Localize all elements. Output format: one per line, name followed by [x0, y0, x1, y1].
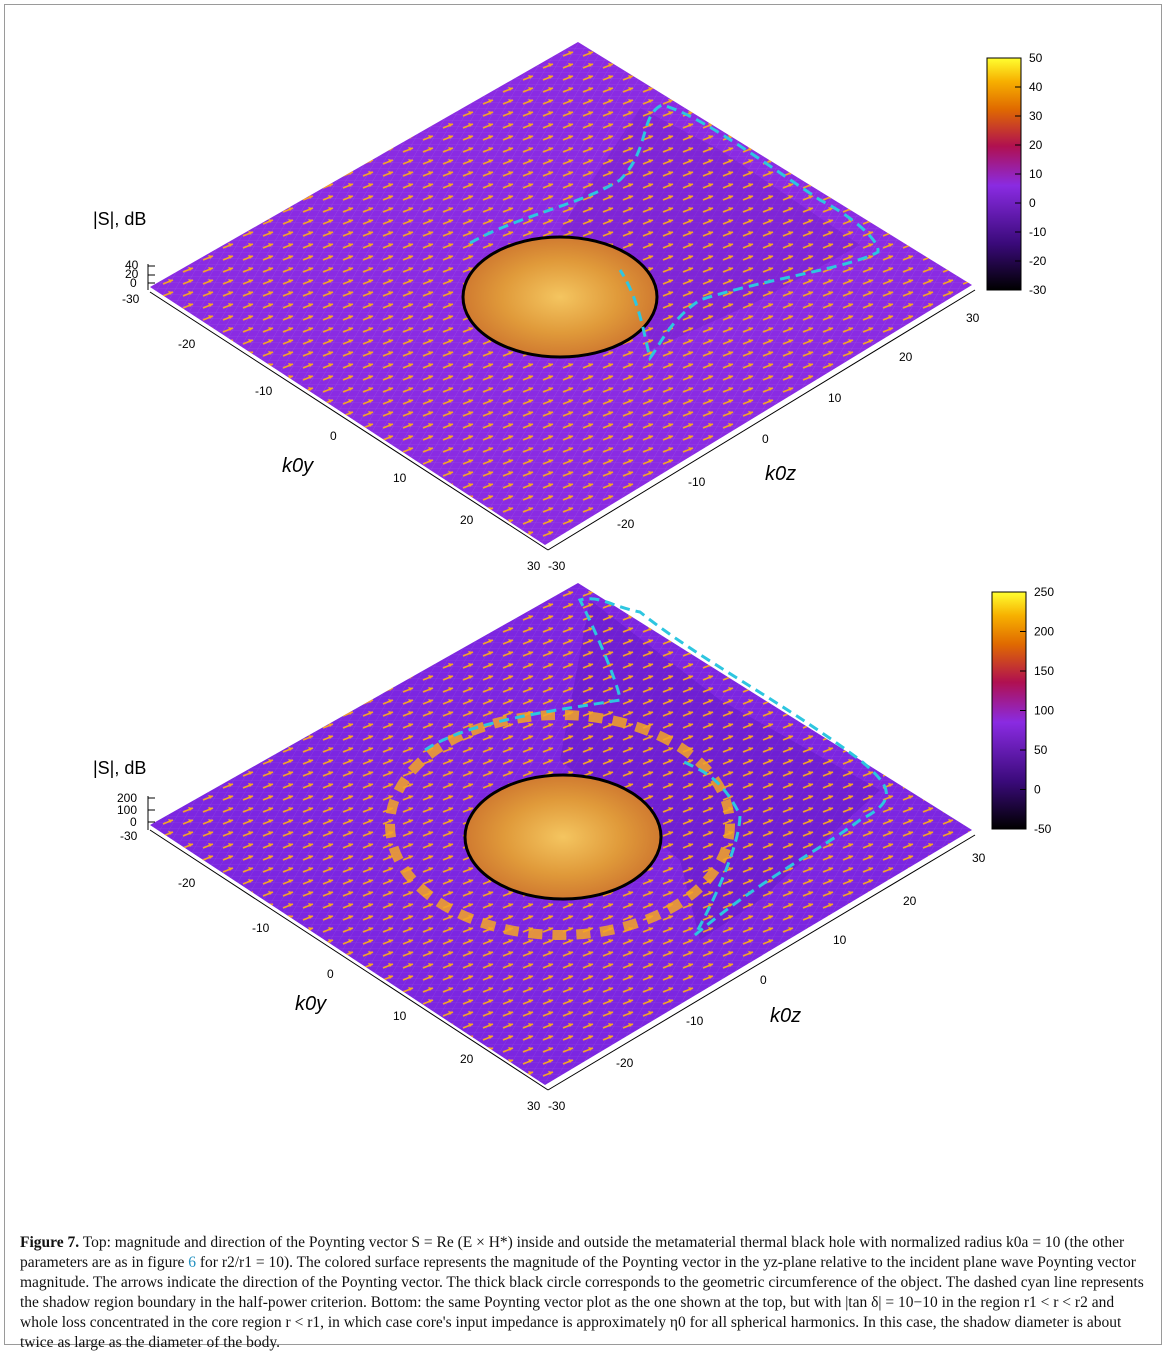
- caption-text-1: Top: magnitude and direction of the Poyn…: [20, 1234, 1125, 1271]
- top-ytick-0: 0: [330, 429, 337, 443]
- top-ytick-20: 20: [460, 513, 474, 527]
- bottom-vortex-ring: [385, 710, 735, 940]
- caption-figure-ref[interactable]: 6: [188, 1254, 197, 1271]
- bottom-ztick-axis-0: 0: [760, 973, 767, 987]
- caption-label: Figure 7.: [20, 1234, 80, 1251]
- bottom-ztick-m30: -30: [120, 829, 138, 843]
- top-colorbar-ticks: 50 40 30 20 10 0 -10 -20 -30: [1015, 51, 1047, 297]
- top-ztick-axis-20: 20: [899, 350, 913, 364]
- bottom-colorbar-tick-label: 250: [1034, 585, 1054, 599]
- top-panel: |S|, dB 40 20 0 -30 -20 -10 0 10 20 30 k…: [93, 42, 1047, 573]
- bottom-zlabel: |S|, dB: [93, 758, 146, 778]
- bottom-ztick-axis-m20: -20: [616, 1056, 634, 1070]
- top-ztick-0: 0: [130, 276, 137, 290]
- top-colorbar-tick-label: -20: [1029, 254, 1047, 268]
- bottom-body-surface: [465, 775, 661, 899]
- figure-caption: Figure 7. Top: magnitude and direction o…: [20, 1233, 1148, 1353]
- bottom-colorbar-tick-label: -50: [1034, 822, 1052, 836]
- bottom-colorbar-tick-label: 0: [1034, 783, 1041, 797]
- bottom-colorbar-tick-label: 200: [1034, 625, 1054, 639]
- bottom-colorbar-tick-label: 100: [1034, 704, 1054, 718]
- top-ztick-axis-m20: -20: [617, 517, 635, 531]
- bottom-ztick-100: 100: [117, 803, 137, 817]
- top-zlabel: |S|, dB: [93, 209, 146, 229]
- top-ztick-axis-10: 10: [828, 391, 842, 405]
- top-colorbar-tick-label: -10: [1029, 225, 1047, 239]
- bottom-body-circle: [463, 773, 663, 901]
- top-ytick-m10: -10: [255, 384, 273, 398]
- top-ztick-axis-30: 30: [966, 311, 980, 325]
- bottom-ztick-axis-20: 20: [903, 894, 917, 908]
- bottom-ztick-0: 0: [130, 815, 137, 829]
- top-ytick-m20: -20: [178, 337, 196, 351]
- bottom-ytick-m20: -20: [178, 876, 196, 890]
- bottom-ytick-20: 20: [460, 1052, 474, 1066]
- bottom-ztick-axis-30: 30: [972, 851, 986, 865]
- top-colorbar-tick-label: 30: [1029, 109, 1043, 123]
- top-ztick-20: 20: [125, 267, 139, 281]
- top-ztick-axis-m30: -30: [548, 559, 566, 573]
- top-colorbar-tick-label: -30: [1029, 283, 1047, 297]
- top-ytick-10: 10: [393, 471, 407, 485]
- bottom-shadow-boundary: [424, 597, 888, 937]
- top-zaxis-label: k0z: [765, 463, 796, 485]
- top-ytick-30: 30: [527, 559, 541, 573]
- bottom-ytick-30: 30: [527, 1099, 541, 1113]
- caption-text-2: for r2/r1 = 10). The colored surface rep…: [20, 1254, 1144, 1351]
- top-colorbar-tick-label: 0: [1029, 196, 1036, 210]
- top-ztick-40: 40: [125, 258, 139, 272]
- bottom-ztick-200: 200: [117, 791, 137, 805]
- bottom-ylabel: k0y: [295, 993, 327, 1015]
- figure-frame: [4, 4, 1162, 1345]
- bottom-panel: |S|, dB 200 100 0 -30 -20 -10 0 10 20 30…: [93, 583, 1054, 1113]
- bottom-ytick-m10: -10: [252, 921, 270, 935]
- bottom-colorbar-tick-label: 150: [1034, 664, 1054, 678]
- bottom-ztick-axis-m10: -10: [686, 1014, 704, 1028]
- top-colorbar-tick-label: 50: [1029, 51, 1043, 65]
- bottom-ytick-0: 0: [327, 967, 334, 981]
- bottom-colorbar-tick-label: 50: [1034, 743, 1048, 757]
- top-ylabel: k0y: [282, 455, 314, 477]
- top-ztick-axis-0: 0: [762, 432, 769, 446]
- top-body-circle: [461, 235, 659, 359]
- bottom-colorbar-ticks: 250 200 150 100 50 0 -50: [1020, 585, 1054, 836]
- top-ztick-m30: -30: [122, 292, 140, 306]
- top-colorbar-tick-label: 40: [1029, 80, 1043, 94]
- bottom-ytick-10: 10: [393, 1009, 407, 1023]
- top-ztick-axis-m10: -10: [688, 475, 706, 489]
- top-colorbar-tick-label: 20: [1029, 138, 1043, 152]
- bottom-ztick-axis-10: 10: [833, 933, 847, 947]
- top-shadow-boundary: [469, 103, 880, 362]
- top-colorbar-tick-label: 10: [1029, 167, 1043, 181]
- top-body-surface: [463, 237, 657, 357]
- figure-7-plots: |S|, dB 40 20 0 -30 -20 -10 0 10 20 30 k…: [93, 42, 1054, 1113]
- bottom-zaxis-label: k0z: [770, 1005, 801, 1027]
- bottom-ztick-axis-m30: -30: [548, 1099, 566, 1113]
